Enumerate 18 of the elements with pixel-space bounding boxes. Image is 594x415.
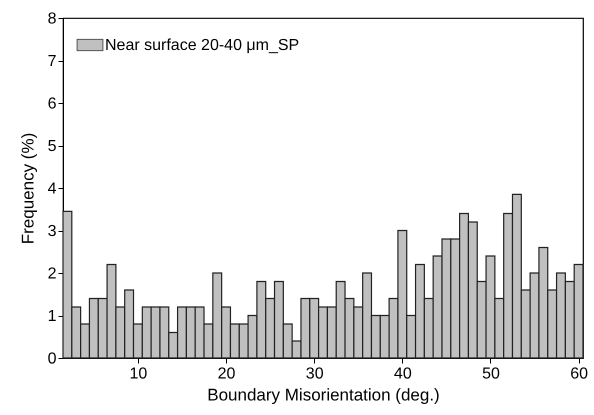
y-axis-title: Frequency (%): [18, 132, 38, 244]
y-tick-label: 2: [48, 266, 57, 282]
x-tick-label: 10: [130, 366, 148, 382]
y-tick-label: 3: [48, 223, 57, 240]
x-tick-label: 50: [482, 366, 500, 382]
y-tick-label: 4: [48, 180, 57, 198]
y-tick-label: 7: [48, 53, 57, 70]
y-tick-label: 5: [48, 138, 57, 155]
legend-label: Near surface 20-40 μm_SP: [105, 37, 300, 54]
y-tick-label: 0: [48, 350, 57, 368]
y-tick-label: 8: [48, 10, 57, 28]
x-tick-label: 30: [306, 366, 324, 382]
x-tick-label: 20: [218, 366, 236, 382]
x-axis-title: Boundary Misorientation (deg.): [207, 386, 440, 404]
y-tick-label: 6: [48, 96, 57, 112]
y-tick-label: 1: [48, 308, 57, 325]
x-tick-label: 40: [394, 366, 412, 382]
x-tick-label: 60: [570, 366, 588, 382]
